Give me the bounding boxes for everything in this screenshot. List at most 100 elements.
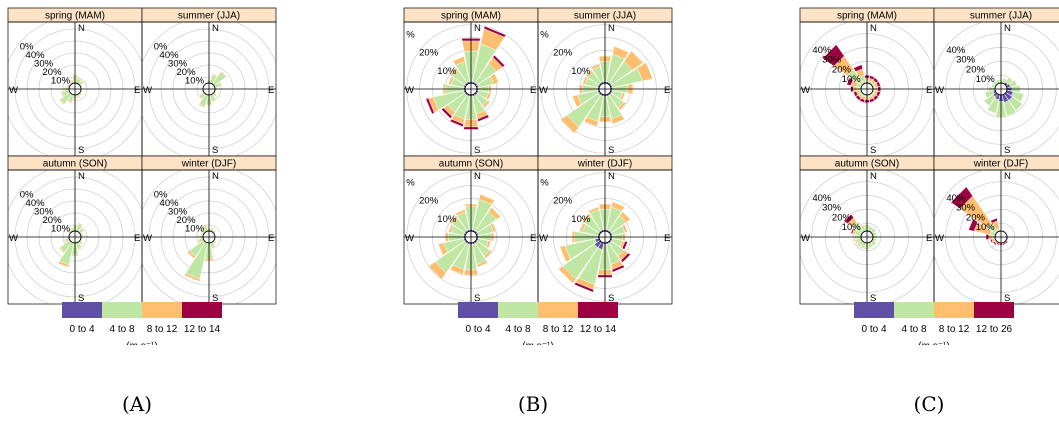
radial-tick-label: 20% (43, 67, 63, 78)
petal-2-bin-2 (1005, 77, 1013, 85)
petal-2-bin-3 (80, 227, 85, 232)
figure-caption-a: (A) (121, 392, 153, 416)
petal-2-bin-4 (492, 54, 506, 68)
legend-label-1: 0 to 4 (465, 324, 490, 335)
petal-2-bin-4 (873, 77, 879, 83)
petal-10-bin-3 (58, 98, 66, 106)
compass-e: E (530, 233, 536, 244)
petal-1-bin-3 (210, 227, 215, 231)
radial-tick-label: 20% (832, 212, 852, 223)
radial-tick-label: 20% (966, 64, 986, 75)
petal-6-bin-3 (483, 249, 493, 259)
petal-5-bin-2 (1011, 91, 1025, 103)
petal-1-bin-3 (611, 201, 625, 212)
compass-w: W (405, 233, 414, 244)
panel-spring: spring (MAM) 10% 20%% N E S W (403, 7, 539, 157)
radial-tick-label: 40% (26, 198, 46, 209)
compass-s: S (1004, 145, 1010, 156)
petal-14-bin-4 (843, 213, 854, 224)
compass-n: N (474, 23, 481, 34)
petal-14-bin-3 (585, 69, 594, 78)
petal-15-bin-3 (587, 206, 600, 214)
petal-7-bin-3 (76, 95, 81, 99)
compass-w: W (539, 85, 548, 96)
compass-e: E (926, 233, 932, 244)
radial-tick-label: 20% (553, 196, 573, 207)
panel-title: summer (JJA) (574, 11, 636, 22)
legend-swatch-2 (894, 302, 934, 318)
compass-s: S (78, 293, 84, 304)
radial-tick-label: 40% (160, 198, 180, 209)
figure-caption-c: (C) (913, 392, 945, 416)
legend-swatch-3 (538, 302, 578, 318)
compass-s: S (608, 145, 614, 156)
petal-3-bin-3 (490, 222, 497, 233)
radial-tick-label: 10% (185, 224, 205, 235)
petal-10-bin-3 (198, 94, 204, 100)
petal-11-bin-3 (64, 238, 68, 244)
radial-tick-label: 0% (154, 42, 168, 53)
petal-1-bin-3 (77, 222, 84, 227)
petal-2-bin-3 (623, 50, 644, 71)
compass-w: W (539, 233, 548, 244)
radial-tick-label: 10% (437, 214, 457, 225)
radial-tick-label: 20% (43, 215, 63, 226)
compass-e: E (926, 85, 932, 96)
radial-tick-label: 20% (177, 67, 197, 78)
petal-15-bin-3 (452, 56, 466, 66)
compass-s: S (870, 145, 876, 156)
legend: 0 to 4 4 to 8 8 to 12 12 to 14 (m s⁻¹) (458, 302, 618, 345)
radial-tick-label: 20% (177, 215, 197, 226)
radial-tick-label: 20% (553, 48, 573, 59)
petal-7-bin-4 (1002, 242, 1006, 246)
petal-15-bin-3 (69, 79, 74, 83)
compass-n: N (78, 23, 85, 34)
compass-e: E (268, 85, 274, 96)
radial-tick-label: % (540, 29, 549, 40)
radial-tick-label: 30% (168, 59, 188, 70)
compass-n: N (870, 23, 877, 34)
legend-swatch-1 (854, 302, 894, 318)
compass-w: W (405, 85, 414, 96)
radial-tick-label: 10% (976, 74, 996, 85)
legend-unit: (m s⁻¹) (522, 341, 553, 345)
panel-winter: winter (DJF) 10% 20%% N E S W (537, 155, 673, 305)
petal-3-bin-3 (80, 232, 84, 236)
petal-9-bin-4 (449, 118, 464, 127)
petal-10-bin-3 (428, 261, 447, 280)
compass-w: W (801, 233, 810, 244)
petal-5-bin-3 (485, 92, 492, 101)
petal-13-bin-3 (582, 76, 588, 85)
compass-s: S (212, 145, 218, 156)
radial-tick-label: 10% (185, 76, 205, 87)
petal-14-bin-3 (449, 215, 459, 225)
petal-15-bin-3 (455, 209, 466, 216)
petal-15-bin-3 (201, 223, 207, 228)
radial-tick-label: 10% (571, 66, 591, 77)
panel-title: autumn (SON) (43, 159, 107, 170)
petal-14-bin-4 (822, 44, 845, 67)
compass-w: W (801, 85, 810, 96)
radial-tick-label: 40% (812, 193, 832, 204)
petal-10-bin-4 (855, 95, 861, 101)
legend-label-2: 4 to 8 (505, 324, 530, 335)
petal-9-bin-3 (57, 260, 70, 268)
legend-label-3: 8 to 12 (543, 324, 574, 335)
panel-title: winter (DJF) (577, 159, 632, 170)
compass-e: E (134, 85, 140, 96)
compass-w: W (935, 85, 944, 96)
petal-10-bin-3 (560, 115, 579, 134)
petal-1-bin-3 (77, 76, 82, 81)
petal-14-bin-3 (66, 228, 71, 233)
compass-s: S (870, 293, 876, 304)
petal-10-bin-3 (558, 265, 577, 284)
petal-11-bin-4 (853, 91, 858, 97)
petal-11-bin-3 (60, 91, 65, 98)
radial-tick-label: 30% (822, 203, 842, 214)
legend-label-3: 8 to 12 (939, 324, 970, 335)
compass-e: E (664, 85, 670, 96)
petal-3-bin-3 (218, 81, 223, 87)
compass-w: W (935, 233, 944, 244)
petal-13-bin-3 (448, 76, 454, 85)
